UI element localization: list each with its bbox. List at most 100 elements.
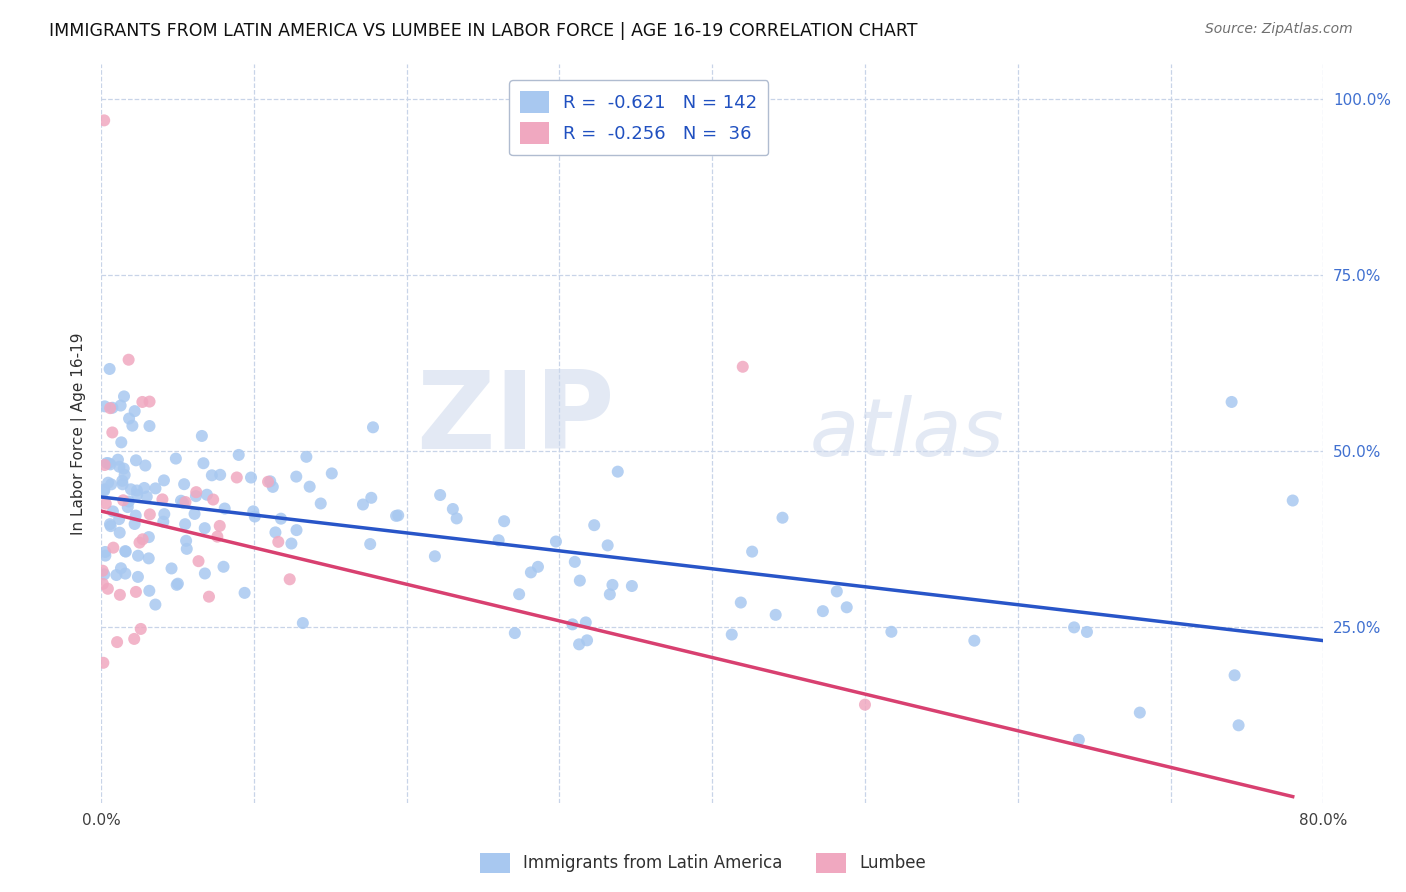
Point — [93, 656, 115, 670]
Point — [127, 488, 149, 502]
Point — [1076, 624, 1098, 639]
Point — [285, 523, 308, 537]
Point — [127, 549, 149, 563]
Point — [233, 586, 256, 600]
Point — [112, 493, 135, 508]
Point — [97, 475, 120, 490]
Point — [125, 508, 148, 523]
Point — [128, 535, 150, 549]
Point — [765, 607, 787, 622]
Point — [488, 533, 510, 548]
Point — [94, 497, 117, 511]
Point — [202, 492, 225, 507]
Point — [129, 622, 152, 636]
Point — [278, 572, 301, 586]
Point — [110, 561, 132, 575]
Point — [91, 564, 114, 578]
Point — [122, 632, 145, 646]
Point — [114, 544, 136, 558]
Point — [160, 561, 183, 575]
Point — [108, 459, 131, 474]
Point — [1227, 718, 1250, 732]
Point — [174, 533, 197, 548]
Point — [96, 456, 118, 470]
Point — [575, 615, 598, 630]
Point — [93, 483, 115, 498]
Point — [112, 389, 135, 403]
Point — [105, 635, 128, 649]
Point — [100, 477, 122, 491]
Point — [108, 525, 131, 540]
Point — [108, 512, 131, 526]
Point — [173, 477, 195, 491]
Point — [93, 567, 115, 582]
Point — [98, 401, 121, 416]
Point — [280, 536, 302, 550]
Text: Source: ZipAtlas.com: Source: ZipAtlas.com — [1205, 22, 1353, 37]
Point — [1129, 706, 1152, 720]
Point — [429, 488, 451, 502]
Point — [825, 584, 848, 599]
Point — [110, 399, 132, 413]
Point — [107, 452, 129, 467]
Point — [124, 404, 146, 418]
Point — [184, 489, 207, 503]
Text: ZIP: ZIP — [416, 366, 614, 472]
Point — [172, 495, 194, 509]
Point — [176, 541, 198, 556]
Point — [91, 577, 114, 591]
Text: atlas: atlas — [810, 394, 1005, 473]
Point — [214, 501, 236, 516]
Point — [138, 583, 160, 598]
Point — [209, 467, 232, 482]
Point — [309, 496, 332, 510]
Point — [741, 544, 763, 558]
Point — [167, 576, 190, 591]
Point — [583, 518, 606, 533]
Point — [361, 420, 384, 434]
Point — [131, 395, 153, 409]
Point — [195, 488, 218, 502]
Point — [125, 483, 148, 498]
Point — [259, 475, 281, 489]
Point — [134, 458, 156, 473]
Point — [111, 474, 134, 488]
Point — [101, 504, 124, 518]
Y-axis label: In Labor Force | Age 16-19: In Labor Force | Age 16-19 — [72, 333, 87, 535]
Point — [385, 508, 408, 523]
Point — [93, 483, 115, 497]
Point — [183, 507, 205, 521]
Point — [153, 474, 176, 488]
Point — [198, 590, 221, 604]
Point — [561, 617, 583, 632]
Point — [1063, 620, 1085, 634]
Legend: Immigrants from Latin America, Lumbee: Immigrants from Latin America, Lumbee — [474, 847, 932, 880]
Point — [117, 500, 139, 514]
Point — [568, 637, 591, 651]
Point — [568, 574, 591, 588]
Point — [208, 519, 231, 533]
Point — [811, 604, 834, 618]
Point — [174, 495, 197, 509]
Point — [191, 429, 214, 443]
Point — [207, 530, 229, 544]
Point — [267, 534, 290, 549]
Point — [138, 551, 160, 566]
Point — [98, 517, 121, 532]
Point — [101, 401, 124, 415]
Point — [138, 419, 160, 434]
Point — [257, 475, 280, 489]
Point — [321, 467, 343, 481]
Point — [105, 568, 128, 582]
Point — [544, 534, 567, 549]
Point — [139, 508, 162, 522]
Point — [285, 469, 308, 483]
Point — [228, 448, 250, 462]
Point — [620, 579, 643, 593]
Point — [1220, 395, 1243, 409]
Point — [602, 578, 624, 592]
Point — [124, 516, 146, 531]
Point — [441, 502, 464, 516]
Point — [494, 514, 516, 528]
Point — [264, 525, 287, 540]
